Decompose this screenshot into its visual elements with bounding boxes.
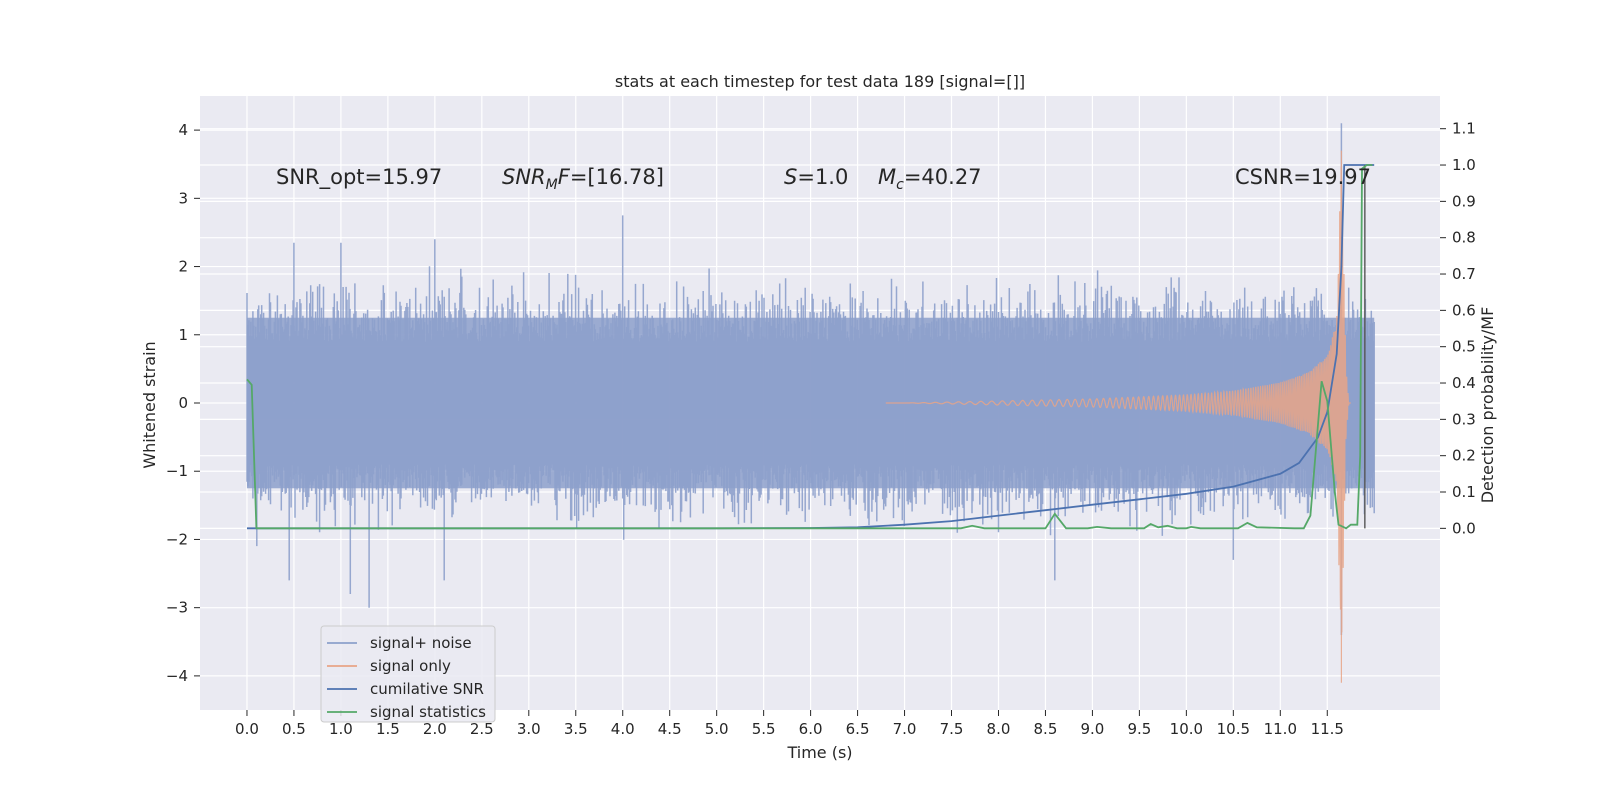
y-right-tick-label: 0.3 [1452, 410, 1476, 428]
y-tick-label: 0 [178, 394, 188, 412]
chart-title: stats at each timestep for test data 189… [615, 72, 1025, 91]
x-tick-label: 6.5 [846, 720, 870, 738]
legend-box [320, 625, 496, 723]
x-tick-label: 9.0 [1080, 720, 1104, 738]
x-tick-label: 1.0 [329, 720, 353, 738]
x-axis-label: Time (s) [786, 743, 852, 762]
annotation-mc-subscript: c [896, 177, 904, 193]
y-axis-right-label: Detection probability/MF [1478, 307, 1497, 504]
y-tick-label: 1 [178, 326, 188, 344]
y-right-tick-label: 0.0 [1452, 519, 1476, 537]
y-tick-label: −2 [166, 530, 188, 548]
legend-label: signal statistics [370, 703, 486, 721]
x-tick-label: 9.5 [1127, 720, 1151, 738]
y-right-tick-label: 1.1 [1452, 120, 1476, 138]
x-tick-label: 5.0 [705, 720, 729, 738]
x-tick-label: 3.0 [517, 720, 541, 738]
y-right-tick-label: 0.6 [1452, 301, 1476, 319]
annotation-mc-symbol: M [878, 165, 896, 189]
x-tick-label: 10.5 [1217, 720, 1250, 738]
y-right-tick-label: 1.0 [1452, 156, 1476, 174]
annotation-snr-opt: SNR_opt=15.97 [276, 165, 442, 190]
y-right-tick-label: 0.9 [1452, 192, 1476, 210]
y-tick-label: −3 [166, 599, 188, 617]
y-right-tick-label: 0.2 [1452, 447, 1476, 465]
x-tick-label: 2.0 [423, 720, 447, 738]
y-axis-label: Whitened strain [140, 341, 159, 468]
legend-label: signal only [370, 657, 451, 675]
y-right-tick-label: 0.1 [1452, 483, 1476, 501]
x-tick-label: 1.5 [376, 720, 400, 738]
x-tick-label: 8.0 [987, 720, 1011, 738]
y-tick-label: −4 [166, 667, 188, 685]
series-signal-statistics [246, 164, 1373, 530]
x-tick-label: 11.0 [1264, 720, 1297, 738]
x-tick-label: 5.5 [752, 720, 776, 738]
x-tick-label: 6.0 [799, 720, 823, 738]
annotation-mc-value: =40.27 [904, 165, 982, 189]
y-tick-label: 4 [178, 121, 188, 139]
x-tick-label: 0.0 [235, 720, 259, 738]
annotation-s-value: =1.0 [797, 165, 848, 189]
annotation-s-symbol: S [784, 165, 797, 189]
x-tick-label: 3.5 [564, 720, 588, 738]
y-right-tick-label: 0.4 [1452, 374, 1476, 392]
annotation-mc: Mc=40.27 [878, 165, 982, 193]
series-cumulative-snr [247, 164, 1375, 530]
annotation-csnr: CSNR=19.97 [1235, 165, 1371, 189]
y-tick-label: −1 [166, 462, 188, 480]
annotation-snr-mf-value: =[16.78] [570, 165, 664, 189]
x-tick-label: 7.0 [893, 720, 917, 738]
x-tick-label: 7.5 [940, 720, 964, 738]
annotation-snr-mf-symbol: SNR [502, 165, 546, 189]
legend-label: signal+ noise [370, 634, 472, 652]
annotation-snr-mf: SNRMF=[16.78] [502, 165, 664, 193]
x-tick-label: 10.0 [1170, 720, 1203, 738]
annotation-snr-mf-f: F [558, 165, 571, 189]
axes-layer: 0.0 0.5 1.0 1.5 2.0 2.5 3.0 3.5 4.0 4.5 5.0 5.5 6.0 6… [166, 120, 1476, 738]
x-tick-label: 8.5 [1034, 720, 1058, 738]
series-layer [246, 123, 1375, 683]
y-right-tick-label: 0.7 [1452, 265, 1476, 283]
y-tick-label: 3 [178, 189, 188, 207]
annotation-s: S=1.0 [784, 165, 848, 189]
y-right-tick-label: 0.8 [1452, 229, 1476, 247]
y-right-tick-label: 0.5 [1452, 338, 1476, 356]
y-tick-label: 2 [178, 258, 188, 276]
x-tick-label: 0.5 [282, 720, 306, 738]
annotation-snr-mf-subscript: M [546, 177, 558, 193]
x-tick-label: 4.0 [611, 720, 635, 738]
legend-label: cumilative SNR [370, 680, 484, 698]
x-tick-label: 11.5 [1311, 720, 1344, 738]
legend-items: signal+ noise signal only cumilative SNR si… [327, 634, 486, 721]
legend: signal+ noise signal only cumilative SNR si… [320, 625, 496, 723]
x-tick-label: 4.5 [658, 720, 682, 738]
x-tick-label: 2.5 [470, 720, 494, 738]
